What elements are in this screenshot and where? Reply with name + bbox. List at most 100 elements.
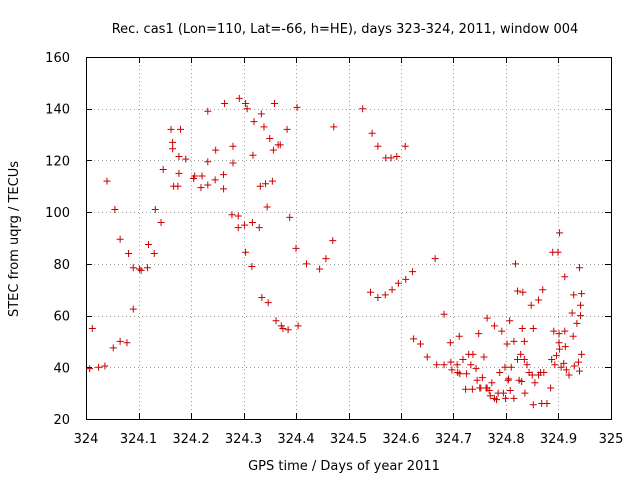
data-point [473, 376, 481, 384]
data-point [235, 94, 243, 102]
data-point [129, 264, 137, 272]
data-point [514, 356, 522, 364]
data-point [276, 141, 284, 149]
data-point [136, 265, 144, 273]
data-point [241, 221, 249, 229]
x-tick-label: 324.7 [435, 432, 472, 447]
data-point [561, 343, 569, 351]
data-point [292, 244, 300, 252]
chart-title: Rec. cas1 (Lon=110, Lat=-66, h=HE), days… [112, 22, 579, 37]
data-point [446, 339, 454, 347]
data-point [293, 103, 301, 111]
data-point [409, 268, 417, 276]
data-point [263, 203, 271, 211]
data-point [554, 248, 562, 256]
y-tick-label: 60 [53, 310, 70, 325]
data-point [150, 250, 158, 258]
x-tick-label: 324.1 [120, 432, 157, 447]
data-point [279, 325, 287, 332]
data-point [547, 384, 555, 392]
data-point [523, 361, 531, 369]
data-point [123, 339, 131, 347]
data-point [433, 361, 441, 369]
x-tick-label: 325 [599, 432, 624, 447]
data-point [143, 264, 151, 272]
data-point [483, 314, 491, 322]
x-tick-labels: 324 324.1 324.2 324.3 324.4 324.5 324.6 324.7 32… [74, 432, 624, 447]
data-point [574, 358, 582, 366]
data-point [501, 363, 509, 371]
data-point [229, 142, 237, 150]
data-point [212, 146, 220, 154]
data-point [249, 151, 257, 159]
data-point [431, 255, 439, 263]
data-point [510, 337, 518, 345]
data-point [557, 363, 565, 371]
data-point [510, 394, 518, 402]
data-point [88, 325, 96, 332]
data-point [490, 322, 498, 330]
data-point [550, 327, 558, 335]
data-point [204, 158, 212, 166]
data-point [527, 301, 535, 309]
data-point [262, 180, 270, 188]
data-point [556, 229, 564, 237]
data-point [111, 206, 119, 214]
data-point [182, 155, 190, 163]
data-point [255, 224, 263, 232]
data-point [125, 250, 133, 258]
data-point [242, 248, 250, 256]
data-point [175, 169, 183, 177]
data-point [268, 177, 276, 185]
data-point [501, 394, 509, 402]
x-tick-label: 324.3 [225, 432, 262, 447]
data-point [506, 317, 514, 325]
data-point [556, 345, 564, 353]
x-tick-label: 324.8 [487, 432, 524, 447]
data-point [455, 332, 463, 340]
data-point [485, 387, 493, 395]
data-point [393, 153, 401, 161]
data-point [234, 224, 242, 232]
data-point [440, 310, 448, 318]
data-point [462, 385, 470, 393]
data-point [137, 266, 145, 274]
data-point [456, 370, 464, 378]
data-point [234, 212, 242, 220]
y-axis-label: STEC from uqrg / TECUs [7, 161, 22, 317]
data-point [159, 165, 167, 173]
data-point [543, 399, 551, 407]
y-tick-label: 80 [53, 258, 70, 273]
data-point [269, 146, 277, 154]
data-point [520, 337, 528, 345]
data-point [472, 365, 480, 373]
y-tick-label: 140 [45, 103, 70, 118]
data-points [86, 94, 586, 409]
data-point [511, 260, 519, 268]
data-point [529, 401, 537, 409]
data-point [174, 182, 182, 190]
data-point [191, 172, 199, 180]
axis-ticks [86, 57, 612, 420]
data-point [381, 291, 389, 299]
data-point [284, 326, 292, 334]
data-point [577, 312, 585, 320]
data-point [518, 378, 526, 386]
data-point [169, 138, 177, 146]
y-tick-label: 100 [45, 206, 70, 221]
data-point [286, 213, 294, 221]
x-tick-label: 324.2 [172, 432, 209, 447]
grid-lines [86, 57, 611, 419]
data-point [388, 286, 396, 294]
data-point [169, 145, 177, 153]
data-point [129, 305, 137, 313]
data-point [402, 275, 410, 283]
data-point [272, 317, 280, 325]
data-point [410, 335, 418, 343]
data-point [552, 352, 560, 360]
data-point [561, 327, 569, 335]
data-point [498, 327, 506, 335]
data-point [555, 330, 563, 338]
data-point [109, 344, 117, 352]
data-point [283, 125, 291, 133]
